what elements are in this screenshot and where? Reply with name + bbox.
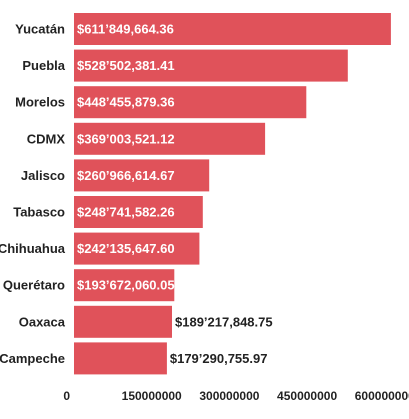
category-label-2: Morelos — [15, 95, 65, 110]
value-label-6: $242’135,647.60 — [77, 241, 175, 256]
x-tick-label-4: 600000000 — [355, 389, 409, 403]
category-label-4: Jalisco — [21, 168, 65, 183]
value-label-3: $369’003,521.12 — [77, 131, 175, 146]
category-label-1: Puebla — [22, 58, 65, 73]
x-tick-label-1: 150000000 — [122, 389, 182, 403]
value-label-1: $528’502,381.41 — [77, 58, 175, 73]
category-label-7: Querétaro — [3, 278, 65, 293]
category-label-6: Chihuahua — [0, 241, 66, 256]
bar-4 — [74, 159, 210, 192]
bar-7 — [74, 269, 175, 302]
bar-6 — [74, 232, 200, 265]
category-label-8: Oaxaca — [19, 314, 66, 329]
x-tick-label-2: 300000000 — [199, 389, 259, 403]
value-label-8: $189’217,848.75 — [175, 314, 273, 329]
x-axis: 0 150000000 300000000 450000000 600000000 — [63, 8, 409, 403]
category-label-9: Campeche — [0, 351, 65, 366]
bar-9 — [74, 342, 167, 375]
category-label-5: Tabasco — [13, 205, 65, 220]
value-label-5: $248’741,582.26 — [77, 205, 175, 220]
bars-group: Yucatán $611’849,664.36 Puebla $528’502,381… — [0, 13, 391, 375]
bar-5 — [74, 196, 203, 228]
category-label-3: CDMX — [27, 131, 66, 146]
value-label-0: $611’849,664.36 — [77, 22, 174, 37]
category-label-0: Yucatán — [15, 22, 65, 37]
bar-8 — [74, 305, 172, 338]
value-label-4: $260’966,614.67 — [77, 168, 175, 183]
x-tick-label-3: 450000000 — [277, 389, 337, 403]
x-tick-label-0: 0 — [63, 389, 70, 403]
bar-0 — [74, 13, 391, 45]
value-label-7: $193’672,060.05 — [77, 278, 175, 293]
bar-1 — [74, 49, 348, 82]
value-label-2: $448’455,879.36 — [77, 95, 175, 110]
bar-3 — [74, 122, 266, 155]
value-label-9: $179’290,755.97 — [170, 351, 268, 366]
bar-2 — [74, 86, 307, 119]
